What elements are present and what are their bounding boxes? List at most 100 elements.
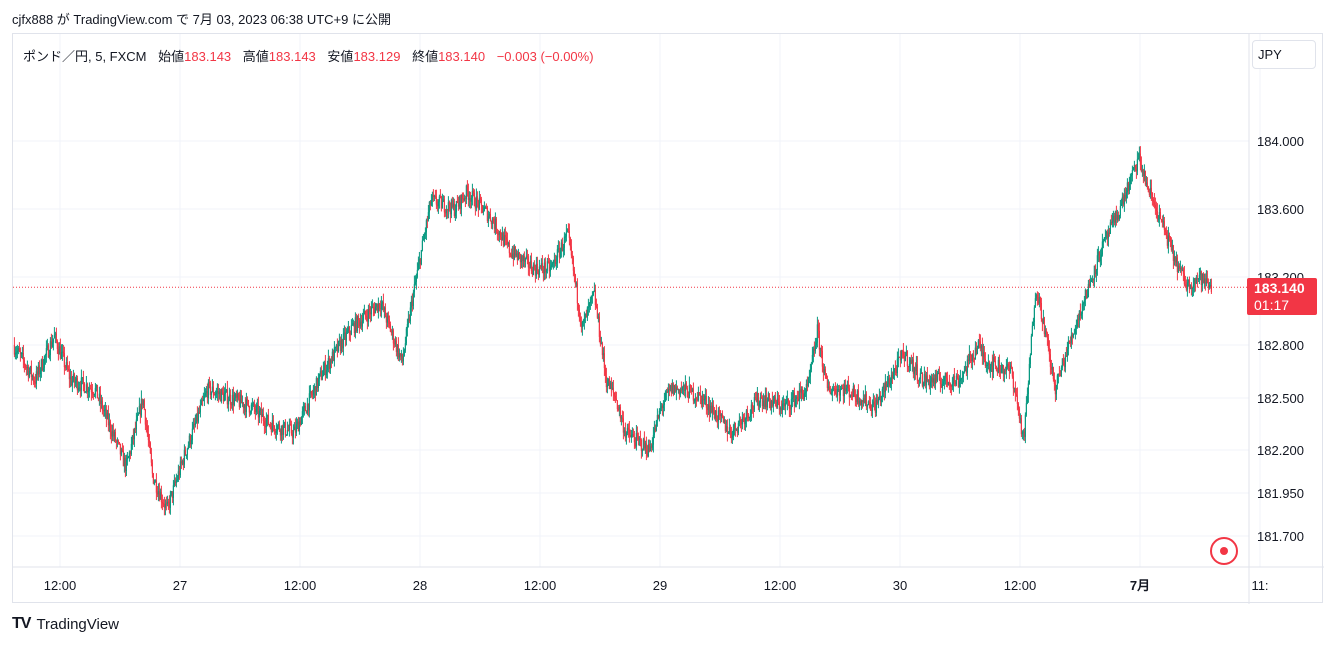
candle-body (102, 410, 104, 412)
y-tick-label: 182.500 (1257, 391, 1304, 406)
candle-body (350, 325, 352, 335)
candle-body (934, 374, 936, 384)
footer-brand[interactable]: TV TradingView (12, 615, 119, 633)
candle-body (904, 355, 906, 362)
currency-button[interactable]: JPY (1252, 40, 1316, 69)
candle-body (558, 248, 560, 258)
candle-body (519, 253, 521, 263)
candle-body (221, 389, 223, 393)
candle-body (1189, 285, 1191, 289)
candle-body (280, 425, 282, 436)
candle-body (157, 491, 159, 495)
candle-body (919, 373, 921, 379)
candle-body (645, 443, 647, 454)
candle-body (953, 375, 955, 382)
candle-body (296, 421, 298, 425)
candle-body (817, 324, 819, 331)
candle-body (18, 348, 20, 352)
candle-body (797, 398, 799, 402)
candle-body (1023, 431, 1025, 437)
candle-body (316, 378, 318, 389)
candle-body (186, 448, 188, 455)
candle-body (391, 330, 393, 333)
candle-body (394, 340, 396, 345)
y-tick-label: 184.000 (1257, 134, 1304, 149)
candle-body (23, 360, 25, 366)
candle-body (730, 432, 732, 438)
candle-body (70, 376, 72, 386)
candle-body (956, 375, 958, 379)
candle-body (590, 295, 592, 300)
record-icon[interactable] (1210, 537, 1238, 565)
candle-body (688, 385, 690, 399)
candle-body (1187, 279, 1189, 283)
candle-body (1116, 215, 1118, 220)
candle-body (61, 351, 63, 353)
candle-body (110, 432, 112, 437)
candle-body (56, 341, 58, 349)
candle-body (182, 460, 184, 465)
candle-body (900, 350, 902, 361)
candle-body (181, 460, 183, 464)
legend-close-label: 終値 (412, 49, 439, 64)
candle-body (1061, 358, 1063, 368)
candle-body (151, 462, 153, 474)
candle-body (263, 421, 265, 427)
y-tick-label: 181.700 (1257, 529, 1304, 544)
candle-body (1070, 334, 1072, 343)
price-chart[interactable]: 184.000183.600183.200182.800182.500182.2… (13, 34, 1324, 604)
y-tick-label: 182.800 (1257, 338, 1304, 353)
candle-body (582, 321, 584, 323)
candle-body (1168, 235, 1170, 238)
candle-body (739, 419, 741, 421)
candle-body (942, 381, 944, 384)
candle-body (1006, 364, 1008, 367)
candle-body (1123, 194, 1125, 205)
candle-body (143, 400, 145, 410)
candle-body (242, 402, 244, 409)
candle-body (420, 250, 422, 265)
candle-body (865, 394, 867, 407)
candle-body (686, 388, 688, 398)
candle-body (19, 351, 21, 354)
candle-body (32, 375, 34, 382)
candle-body (306, 403, 308, 414)
candle-body (986, 365, 988, 367)
candle-body (926, 375, 928, 381)
candle-body (963, 371, 965, 373)
candle-body (985, 365, 987, 367)
candle-body (1040, 302, 1042, 319)
candle-body (719, 411, 721, 417)
candle-body (785, 401, 787, 404)
legend-symbol[interactable]: ポンド／円, 5, FXCM (23, 49, 147, 64)
candle-body (614, 395, 616, 399)
candle-body (1002, 364, 1004, 374)
candle-body (411, 300, 413, 306)
candle-body (362, 314, 364, 321)
legend-low-value: 183.129 (353, 49, 401, 64)
last-price-value: 183.140 (1254, 280, 1305, 296)
candle-body (780, 407, 782, 411)
candle-body (750, 404, 752, 415)
candle-body (336, 345, 338, 352)
candle-body (492, 218, 494, 223)
candle-body (374, 306, 376, 314)
candle-body (199, 405, 201, 413)
candle-body (1007, 364, 1009, 368)
candle-body (684, 382, 686, 391)
candle-body (743, 417, 745, 425)
candle-body (1087, 283, 1089, 297)
candle-body (1133, 164, 1135, 168)
footer-brand-name: TradingView (36, 615, 119, 633)
candle-body (699, 392, 701, 396)
candle-body (588, 302, 590, 308)
candle-body (620, 417, 622, 419)
chart-frame[interactable]: 184.000183.600183.200182.800182.500182.2… (12, 33, 1324, 604)
candle-body (861, 400, 863, 403)
candle-body (734, 422, 736, 431)
candle-body (738, 419, 740, 424)
candle-body (851, 396, 853, 398)
candle-body (359, 321, 361, 327)
candle-body (1208, 285, 1210, 288)
candle-body (128, 452, 130, 457)
